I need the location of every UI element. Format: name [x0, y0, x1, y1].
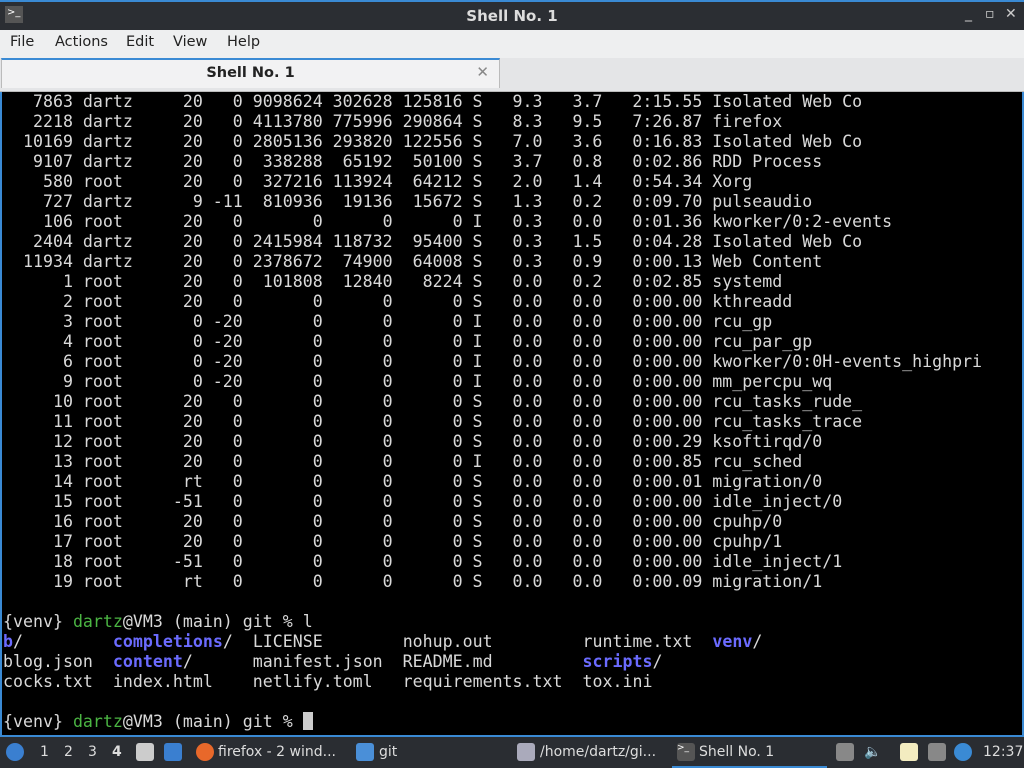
maximize-button[interactable]: ▫: [985, 6, 995, 22]
process-row: 11934 dartz 20 0 2378672 74900 64008 S 0…: [3, 252, 823, 271]
file-manager-icon[interactable]: [136, 743, 154, 761]
workspace-1[interactable]: 1: [40, 744, 49, 760]
active-task-indicator: [672, 766, 827, 768]
process-row: 6 root 0 -20 0 0 0 I 0.0 0.0 0:00.00 kwo…: [3, 352, 983, 371]
command-text: l: [302, 612, 313, 631]
process-row: 16 root 20 0 0 0 0 S 0.0 0.0 0:00.00 cpu…: [3, 512, 783, 531]
process-row: 580 root 20 0 327216 113924 64212 S 2.0 …: [3, 172, 753, 191]
notification-icon[interactable]: [954, 743, 972, 761]
process-row: 2404 dartz 20 0 2415984 118732 95400 S 0…: [3, 232, 863, 251]
task-firefox[interactable]: firefox - 2 wind...: [218, 744, 336, 760]
menu-bar: File Actions Edit View Help: [0, 30, 1024, 58]
blank-line: [3, 592, 982, 612]
file-entry: requirements.txt: [402, 672, 563, 691]
prompt-user: dartz: [72, 612, 123, 631]
directory-entry: completions: [112, 632, 223, 651]
prompt-line: {venv} dartz@VM3 (main) git % l: [3, 612, 982, 632]
task-editor[interactable]: /home/dartz/gi...: [540, 744, 657, 760]
prompt-user: dartz: [72, 712, 123, 731]
directory-entry: content: [112, 652, 183, 671]
directory-entry: b: [3, 632, 13, 651]
process-row: 10169 dartz 20 0 2805136 293820 122556 S…: [3, 132, 863, 151]
file-entry: netlify.toml: [252, 672, 373, 691]
process-row: 11 root 20 0 0 0 0 S 0.0 0.0 0:00.00 rcu…: [3, 412, 863, 431]
tab-close-icon[interactable]: ✕: [476, 63, 489, 81]
process-row: 2 root 20 0 0 0 0 S 0.0 0.0 0:00.00 kthr…: [3, 292, 793, 311]
terminal-icon: >_: [5, 6, 23, 23]
tab-shell-1[interactable]: Shell No. 1 ✕: [1, 58, 500, 88]
directory-entry: venv: [712, 632, 753, 651]
process-row: 12 root 20 0 0 0 0 S 0.0 0.0 0:00.29 kso…: [3, 432, 823, 451]
prompt-venv: {venv}: [3, 612, 73, 631]
menu-help[interactable]: Help: [227, 34, 261, 50]
firefox-icon: [196, 743, 214, 761]
start-menu-icon[interactable]: [6, 743, 24, 761]
process-row: 106 root 20 0 0 0 0 I 0.3 0.0 0:01.36 kw…: [3, 212, 893, 231]
file-entry: README.md: [402, 652, 493, 671]
process-row: 18 root -51 0 0 0 0 S 0.0 0.0 0:00.00 id…: [3, 552, 843, 571]
title-bar: >_ Shell No. 1 _ ▫ ✕: [0, 0, 1024, 30]
ls-row: b/ completions/ LICENSE nohup.out runtim…: [3, 632, 763, 651]
terminal-task-icon: >_: [677, 743, 695, 761]
eject-icon[interactable]: [836, 743, 854, 761]
workspace-3[interactable]: 3: [88, 744, 97, 760]
prompt-line: {venv} dartz@VM3 (main) git %: [3, 712, 982, 732]
process-row: 15 root -51 0 0 0 0 S 0.0 0.0 0:00.00 id…: [3, 492, 843, 511]
process-row: 13 root 20 0 0 0 0 I 0.0 0.0 0:00.85 rcu…: [3, 452, 803, 471]
menu-view[interactable]: View: [173, 34, 208, 50]
process-row: 727 dartz 9 -11 810936 19136 15672 S 1.3…: [3, 192, 813, 211]
prompt-host: @VM3 (main) git %: [122, 612, 303, 631]
process-row: 10 root 20 0 0 0 0 S 0.0 0.0 0:00.00 rcu…: [3, 392, 863, 411]
tab-label: Shell No. 1: [206, 65, 295, 81]
file-entry: nohup.out: [402, 632, 493, 651]
menu-edit[interactable]: Edit: [126, 34, 155, 50]
process-row: 17 root 20 0 0 0 0 S 0.0 0.0 0:00.00 cpu…: [3, 532, 783, 551]
menu-actions[interactable]: Actions: [55, 34, 108, 50]
clipboard-icon[interactable]: [900, 743, 918, 761]
task-git[interactable]: git: [379, 744, 398, 760]
file-entry: blog.json: [3, 652, 93, 671]
process-row: 3 root 0 -20 0 0 0 I 0.0 0.0 0:00.00 rcu…: [3, 312, 773, 331]
process-row: 4 root 0 -20 0 0 0 I 0.0 0.0 0:00.00 rcu…: [3, 332, 813, 351]
tab-bar: Shell No. 1 ✕: [0, 58, 1024, 92]
file-entry: index.html: [112, 672, 213, 691]
process-row: 1 root 20 0 101808 12840 8224 S 0.0 0.2 …: [3, 272, 783, 291]
menu-file[interactable]: File: [10, 34, 35, 50]
ls-row: blog.json content/ manifest.json README.…: [3, 652, 663, 671]
taskbar: 1 2 3 4 firefox - 2 wind... git /home/da…: [0, 735, 1024, 768]
process-row: 7863 dartz 20 0 9098624 302628 125816 S …: [3, 92, 863, 111]
task-shell[interactable]: Shell No. 1: [699, 744, 775, 760]
workspace-2[interactable]: 2: [64, 744, 73, 760]
folder-icon: [356, 743, 374, 761]
terminal-output: 7863 dartz 20 0 9098624 302628 125816 S …: [3, 92, 982, 732]
show-desktop-icon[interactable]: [164, 743, 182, 761]
minimize-button[interactable]: _: [965, 6, 972, 22]
blank-line: [3, 692, 982, 712]
prompt-host: @VM3 (main) git %: [122, 712, 303, 731]
editor-icon: [517, 743, 535, 761]
network-icon[interactable]: [928, 743, 946, 761]
file-entry: cocks.txt: [3, 672, 93, 691]
cursor: [302, 712, 313, 730]
process-row: 14 root rt 0 0 0 0 S 0.0 0.0 0:00.01 mig…: [3, 472, 823, 491]
process-row: 9 root 0 -20 0 0 0 I 0.0 0.0 0:00.00 mm_…: [3, 372, 833, 391]
ls-row: cocks.txt index.html netlify.toml requir…: [3, 672, 982, 692]
process-row: 2218 dartz 20 0 4113780 775996 290864 S …: [3, 112, 783, 131]
clock: 12:37: [983, 744, 1024, 760]
workspace-4[interactable]: 4: [112, 744, 122, 760]
file-entry: LICENSE: [252, 632, 323, 651]
terminal[interactable]: 7863 dartz 20 0 9098624 302628 125816 S …: [0, 92, 1024, 735]
file-entry: manifest.json: [252, 652, 383, 671]
file-entry: tox.ini: [582, 672, 653, 691]
close-button[interactable]: ✕: [1005, 6, 1017, 22]
process-row: 19 root rt 0 0 0 0 S 0.0 0.0 0:00.09 mig…: [3, 572, 823, 591]
window-title: Shell No. 1: [466, 7, 558, 25]
file-entry: runtime.txt: [582, 632, 693, 651]
volume-icon[interactable]: 🔈: [864, 744, 882, 760]
process-row: 9107 dartz 20 0 338288 65192 50100 S 3.7…: [3, 152, 823, 171]
directory-entry: scripts: [582, 652, 653, 671]
prompt-venv: {venv}: [3, 712, 73, 731]
